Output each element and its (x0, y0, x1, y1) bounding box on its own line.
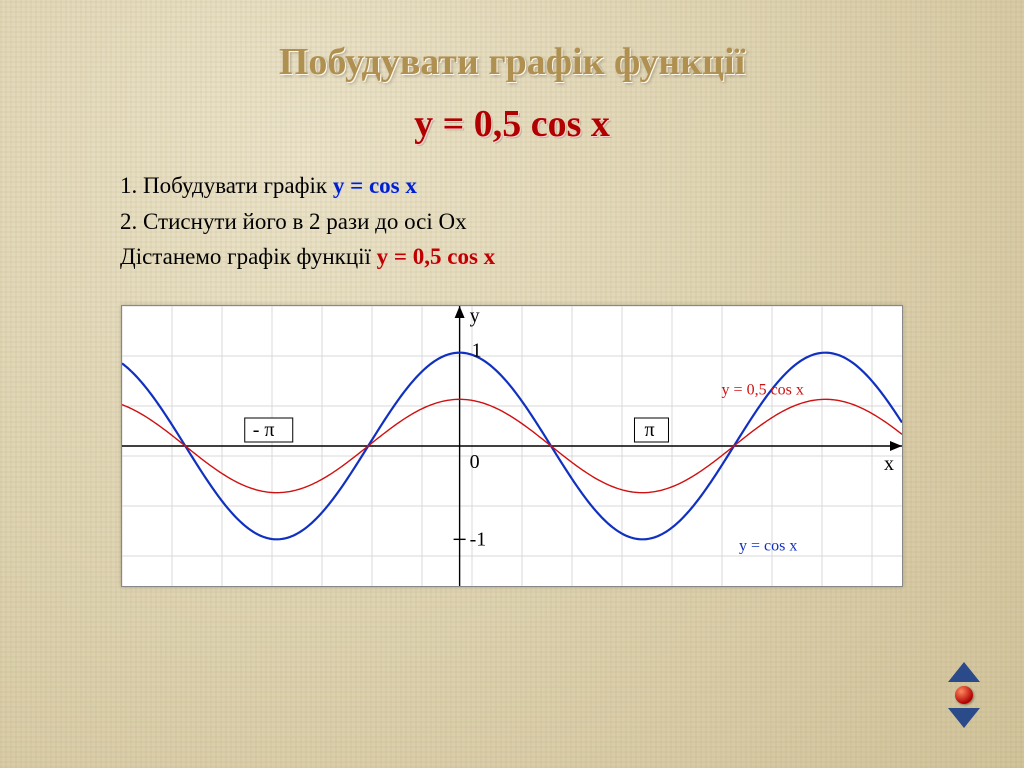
cosine-chart: y x 0 1 -1 - π π y = 0,5 cos x y = cos x (122, 306, 902, 586)
svg-text:y = 0,5 cos x: y = 0,5 cos x (722, 382, 804, 399)
step-1-equation: y = cos x (333, 173, 417, 198)
step-3: Дістанемо графік функції y = 0,5 cos x (120, 239, 964, 275)
main-equation: y = 0,5 cos x (60, 102, 964, 146)
svg-text:y: y (470, 306, 480, 327)
page-title: Побудувати графік функції (60, 40, 964, 84)
nav-down-icon[interactable] (948, 708, 980, 728)
step-1-text: 1. Побудувати графік (120, 173, 333, 198)
svg-text:y = cos x: y = cos x (739, 537, 797, 554)
slide-content: Побудувати графік функції y = 0,5 cos x … (0, 0, 1024, 587)
nav-controls (948, 662, 980, 728)
step-2-text: 2. Стиснути його в 2 рази до осі Ох (120, 209, 467, 234)
step-3-text: Дістанемо графік функції (120, 244, 377, 269)
nav-home-icon[interactable] (955, 686, 973, 704)
svg-text:1: 1 (472, 340, 482, 362)
step-3-equation: y = 0,5 cos x (377, 244, 496, 269)
chart-container: y x 0 1 -1 - π π y = 0,5 cos x y = cos x (121, 305, 903, 587)
steps-block: 1. Побудувати графік y = cos x 2. Стисну… (120, 168, 964, 275)
svg-text:- π: - π (253, 419, 275, 441)
svg-text:-1: -1 (470, 528, 487, 550)
step-1: 1. Побудувати графік y = cos x (120, 168, 964, 204)
step-2: 2. Стиснути його в 2 рази до осі Ох (120, 204, 964, 240)
svg-text:0: 0 (470, 451, 480, 473)
svg-text:π: π (644, 419, 654, 441)
svg-text:x: x (884, 453, 894, 475)
nav-up-icon[interactable] (948, 662, 980, 682)
